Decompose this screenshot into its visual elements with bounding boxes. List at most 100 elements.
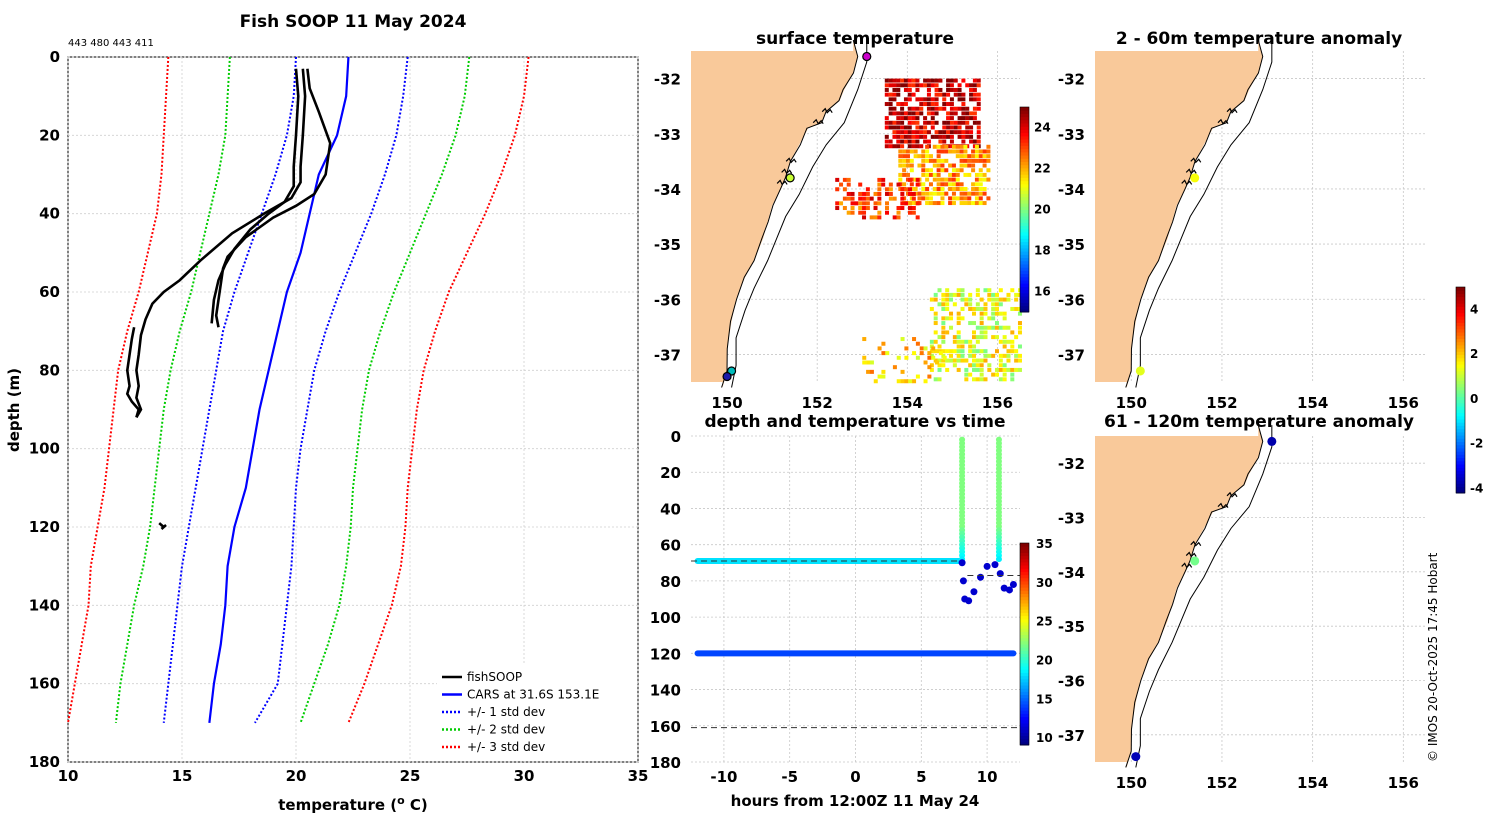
sst-pixel [940, 177, 945, 182]
coast-detail [812, 118, 824, 125]
sst-pixel [896, 130, 901, 135]
coast-detail [776, 179, 788, 186]
sst-pixel [934, 97, 939, 102]
sst-pixel [1006, 353, 1011, 358]
y-tick-label: 120 [29, 518, 60, 536]
sst-pixel [972, 78, 977, 83]
coast-detail [1190, 540, 1202, 547]
sst-pixel [925, 154, 930, 159]
sst-pixel [986, 158, 991, 163]
sst-pixel [898, 154, 903, 159]
y-tick-label: 160 [29, 675, 60, 693]
depthtime-colorbar-cell [1020, 637, 1029, 642]
sst-colorbar-cell [1020, 212, 1029, 217]
sst-pixel [911, 134, 916, 139]
sst-pixel [900, 106, 905, 111]
depthtime-colorbar-cell [1020, 688, 1029, 692]
sst-pixel [972, 111, 977, 116]
anomaly-colorbar-cell [1456, 451, 1465, 455]
sst-pixel [975, 377, 980, 382]
sst-pixel [1002, 353, 1007, 358]
y-tick-label: 140 [650, 682, 681, 700]
sst-pixel [955, 196, 960, 201]
sst-pixel [892, 92, 897, 97]
sst-pixel [865, 187, 870, 192]
excursion-point [959, 577, 967, 585]
sst-pixel [909, 182, 914, 187]
x-tick-label: 5 [916, 768, 926, 786]
sst-pixel [961, 130, 966, 135]
sst-pixel [930, 134, 935, 139]
sst-pixel [953, 120, 958, 125]
sst-pixel [884, 134, 889, 139]
sst-pixel [907, 87, 912, 92]
sst-pixel [975, 339, 980, 344]
sst-pixel [888, 125, 893, 130]
sst-pixel [884, 144, 889, 149]
sst-colorbar-cell [1020, 225, 1029, 230]
sst-pixel [1014, 306, 1019, 311]
sst-pixel [926, 83, 931, 88]
depthtime-colorbar-cell [1020, 694, 1029, 699]
sst-colorbar-cell [1020, 279, 1029, 284]
sst-pixel [987, 316, 992, 321]
depthtime-colorbar-cell [1020, 606, 1029, 610]
sst-pixel [903, 130, 908, 135]
excursion-point [996, 570, 1004, 578]
sst-colorbar-cell [1020, 308, 1029, 313]
sst-pixel [956, 316, 961, 321]
sst-pixel [959, 182, 964, 187]
sst-pixel [976, 92, 981, 97]
sst-pixel [846, 182, 851, 187]
sst-pixel [835, 206, 840, 211]
sst-pixel [933, 330, 938, 335]
sst-pixel [967, 172, 972, 177]
sst-pixel [839, 201, 844, 206]
sst-pixel [896, 379, 901, 384]
sst-pixel [927, 365, 932, 370]
sst-pixel [940, 186, 945, 191]
sst-pixel [967, 163, 972, 168]
sst-pixel [900, 369, 905, 374]
sst-pixel [917, 196, 922, 201]
sst-pixel [937, 302, 942, 307]
sst-pixel [934, 102, 939, 107]
sst-pixel [969, 97, 974, 102]
sst-pixel [926, 139, 931, 144]
sst-pixel [921, 154, 926, 159]
sst-pixel [968, 372, 973, 377]
sst-pixel [998, 358, 1003, 363]
sst-pixel [915, 87, 920, 92]
anomaly-colorbar-cell [1456, 325, 1465, 330]
sst-pixel [972, 311, 977, 316]
sst-pixel [991, 306, 996, 311]
sst-pixel [951, 182, 956, 187]
sst-pixel [900, 125, 905, 130]
sst-pixel [991, 311, 996, 316]
sst-pixel [955, 177, 960, 182]
sst-pixel [938, 78, 943, 83]
sst-pixel [965, 120, 970, 125]
sst-pixel [979, 363, 984, 368]
sst-pixel [881, 369, 886, 374]
sst-pixel [858, 210, 863, 215]
sst-pixel [923, 125, 928, 130]
anom-deep-point [1131, 752, 1141, 762]
sst-pixel [945, 292, 950, 297]
coast-detail [781, 168, 793, 175]
sst-pixel [900, 116, 905, 121]
sst-pixel [991, 316, 996, 321]
sst-pixel [998, 311, 1003, 316]
sst-pixel [944, 158, 949, 163]
y-tick-label: 160 [650, 718, 681, 736]
depthtime-colorbar-cell [1020, 685, 1029, 689]
sst-pixel [975, 335, 980, 340]
x-tick-label: 0 [850, 768, 860, 786]
sst-pixel [951, 191, 956, 196]
anomaly-colorbar-label: -2 [1470, 437, 1483, 451]
sst-pixel [949, 353, 954, 358]
sst-pixel [1014, 297, 1019, 302]
sst-pixel [892, 120, 897, 125]
profile-legend: fishSOOP CARS at 31.6S 153.1E +/- 1 std de… [437, 664, 637, 760]
